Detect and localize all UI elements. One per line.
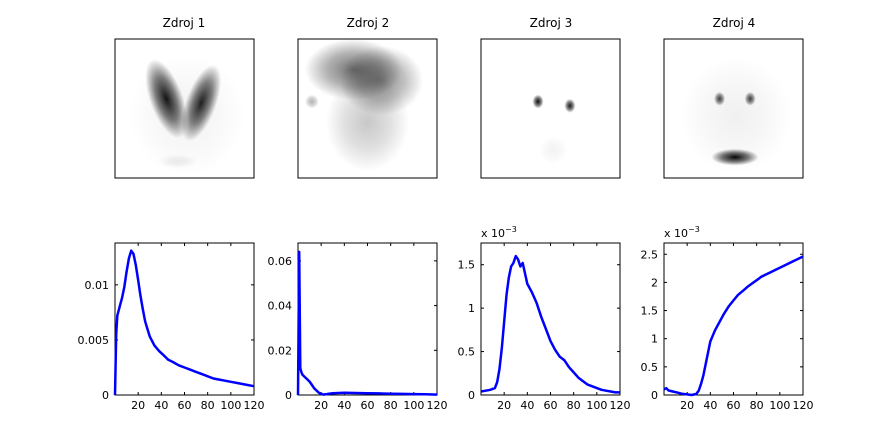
x-tick-label: 60 [361,399,375,412]
x-tick-label: 20 [497,399,511,412]
panel-title: Zdroj 2 [347,16,390,30]
curve-panel-zdroj-4: x 10−3 20 40 60 80 100 120 0 0.5 1 1.5 2 2.5 [641,225,814,412]
y-tick-label: 0.5 [458,346,476,359]
intensity-blob [539,136,568,165]
y-tick-label: 0 [285,389,292,402]
image-panel-zdroj-2: Zdroj 2 [297,16,438,179]
x-tick-label: 60 [544,399,558,412]
x-tick-label: 20 [680,399,694,412]
y-tick-label: 1.5 [641,305,659,318]
panel-frame [480,38,621,179]
series-line [296,250,438,396]
y-tick-label: 0 [102,389,109,402]
panel-title: Zdroj 4 [713,16,756,30]
y-tick-label: 0.01 [85,279,110,292]
intensity-blob [325,73,410,172]
x-tick-label: 60 [727,399,741,412]
intensity-blob [564,98,576,113]
x-tick-label: 80 [567,399,581,412]
y-tick-label: 1 [468,302,475,315]
curve-panel-zdroj-3: x 10−3 20 40 60 80 100 120 0 0.5 1 1.5 [458,225,631,412]
x-tick-label: 100 [586,399,607,412]
x-tick-label: 100 [220,399,241,412]
panel-frame [114,38,255,179]
x-tick-label: 120 [427,399,448,412]
intensity-blob [304,94,319,109]
image-panel-zdroj-3: Zdroj 3 [480,16,621,179]
panel-title: Zdroj 1 [163,16,206,30]
intensity-blob [680,57,792,174]
y-tick-label: 1 [651,333,658,346]
plot-frame [480,242,621,396]
x-tick-label: 40 [520,399,534,412]
panel-frame [297,38,438,179]
y-tick-label: 2.5 [641,248,659,261]
x-tick-label: 120 [793,399,814,412]
x-tick-label: 100 [403,399,424,412]
y-tick-label: 1.5 [458,259,476,272]
curve-panel-zdroj-2: 20 40 60 80 100 120 0 0.02 0.04 0.06 [268,242,448,412]
x-tick-label: 80 [384,399,398,412]
y-tick-label: 0 [468,389,475,402]
x-tick-label: 20 [314,399,328,412]
x-tick-label: 120 [244,399,265,412]
x-tick-label: 40 [703,399,717,412]
exponent-label: x 10−3 [481,225,517,240]
x-tick-label: 80 [201,399,215,412]
x-tick-label: 100 [769,399,790,412]
panel-frame [663,38,804,179]
x-tick-label: 20 [131,399,145,412]
x-tick-label: 120 [610,399,631,412]
series-line [480,254,620,394]
y-tick-label: 2 [651,276,658,289]
y-tick-label: 0 [651,389,658,402]
y-tick-label: 0.06 [268,255,293,268]
image-panel-zdroj-1: Zdroj 1 [114,16,255,179]
intensity-blob [128,54,246,177]
y-tick-label: 0.5 [641,361,659,374]
y-tick-label: 0.04 [268,300,293,313]
intensity-blob [532,94,544,109]
y-tick-label: 0.02 [268,344,293,357]
series-line [113,249,255,396]
exponent-label: x 10−3 [664,225,700,240]
curve-panel-zdroj-1: 20 40 60 80 100 120 0 0.005 0.01 [78,242,265,412]
series-line [663,255,804,397]
x-tick-label: 40 [337,399,351,412]
x-tick-label: 40 [154,399,168,412]
x-tick-label: 60 [178,399,192,412]
panel-title: Zdroj 3 [530,16,573,30]
image-panel-zdroj-4: Zdroj 4 [663,16,804,179]
plot-frame [297,242,438,396]
x-tick-label: 80 [750,399,764,412]
y-tick-label: 0.005 [78,334,110,347]
